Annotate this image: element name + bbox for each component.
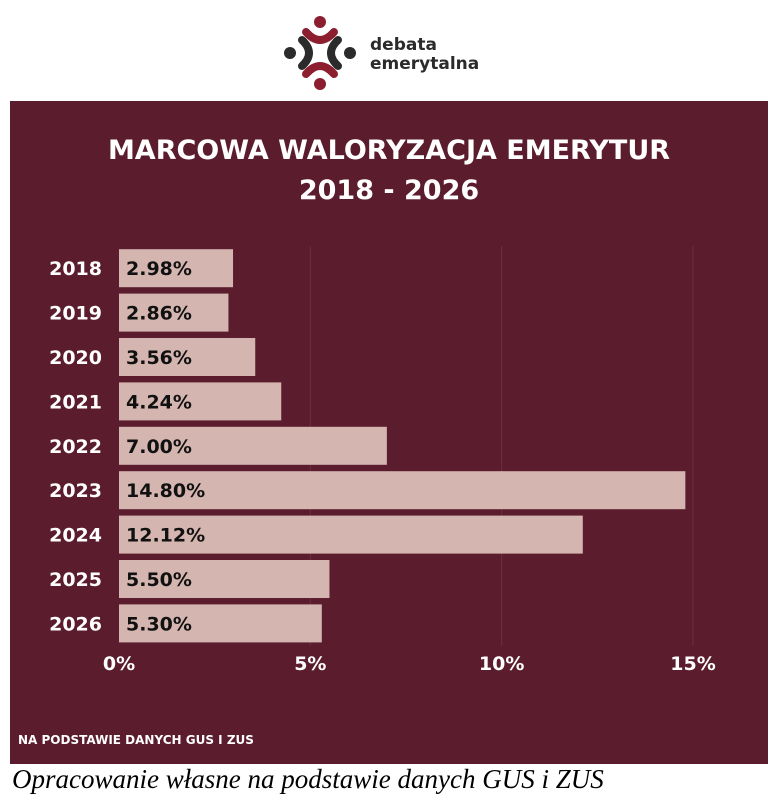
x-tick-label: 10% bbox=[479, 653, 524, 675]
bar bbox=[119, 382, 282, 421]
x-tick-label: 0% bbox=[103, 653, 135, 675]
source-note: NA PODSTAWIE DANYCH GUS I ZUS bbox=[18, 733, 254, 747]
category-label: 2019 bbox=[49, 303, 102, 325]
bar bbox=[119, 338, 256, 376]
bar bbox=[119, 293, 229, 332]
data-label: 5.50% bbox=[126, 569, 192, 591]
data-label: 2.98% bbox=[126, 258, 192, 280]
data-label: 12.12% bbox=[126, 525, 205, 547]
category-label: 2021 bbox=[49, 391, 102, 413]
category-label: 2018 bbox=[49, 258, 102, 280]
category-label: 2020 bbox=[49, 347, 102, 369]
bar-chart: 2018 2.98% 2019 2.86% 2020 3.56% 2021 4.24% 2022… bbox=[49, 246, 716, 675]
bar bbox=[119, 426, 387, 465]
data-label: 2.86% bbox=[126, 303, 192, 325]
bar bbox=[119, 560, 330, 598]
x-tick-label: 5% bbox=[294, 653, 326, 675]
category-label: 2026 bbox=[49, 613, 102, 635]
bar bbox=[119, 515, 583, 554]
chart-title: MARCOWA WALORYZACJA EMERYTUR bbox=[107, 135, 671, 166]
category-label: 2023 bbox=[49, 480, 102, 502]
chart-panel: MARCOWA WALORYZACJA EMERYTUR 2018 - 2026… bbox=[10, 101, 768, 764]
data-label: 5.30% bbox=[126, 613, 192, 635]
category-label: 2024 bbox=[49, 525, 102, 547]
caption: Opracowanie własne na podstawie danych G… bbox=[12, 764, 604, 794]
category-label: 2025 bbox=[49, 569, 102, 591]
data-label: 3.56% bbox=[126, 347, 192, 369]
x-tick-label: 15% bbox=[670, 653, 715, 675]
logo bbox=[282, 14, 512, 94]
category-label: 2022 bbox=[49, 436, 102, 458]
chart-subtitle: 2018 - 2026 bbox=[298, 175, 480, 206]
bar bbox=[119, 471, 686, 510]
debata-logo-icon bbox=[284, 16, 356, 90]
data-label: 14.80% bbox=[126, 480, 205, 502]
data-label: 7.00% bbox=[126, 436, 192, 458]
logo-line2: emerytalna bbox=[370, 54, 480, 74]
data-label: 4.24% bbox=[126, 391, 192, 413]
bar bbox=[119, 604, 322, 643]
logo-text: debata emerytalna bbox=[370, 36, 479, 74]
logo-line1: debata bbox=[370, 35, 437, 55]
bar bbox=[119, 249, 234, 288]
